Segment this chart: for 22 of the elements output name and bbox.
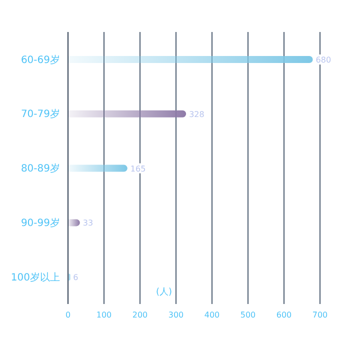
data-label: 680 [316,56,332,64]
y-tick-label: 90-99岁 [20,216,60,229]
y-tick-label: 60-69岁 [20,54,60,66]
y-tick-label: 100岁以上 [10,271,60,284]
x-axis-title: (人) [156,286,172,298]
bar [68,164,128,172]
x-tick-label: 300 [168,310,184,320]
x-tick-label: 600 [276,310,292,320]
data-label: 328 [189,110,204,119]
x-tick-label: 700 [312,310,328,320]
x-tick-label: 200 [132,310,148,320]
x-tick-label: 100 [96,310,112,320]
data-label: 165 [130,164,146,174]
data-label: 6 [73,273,78,282]
data-label: 33 [82,218,94,228]
x-tick-label: 0 [65,310,71,320]
y-tick-label: 80-89岁 [20,162,60,175]
y-tick-label: 70-79岁 [20,108,60,120]
x-tick-label: 500 [240,310,256,320]
x-tick-label: 400 [204,310,220,320]
bar [68,56,313,63]
bar [68,110,186,118]
